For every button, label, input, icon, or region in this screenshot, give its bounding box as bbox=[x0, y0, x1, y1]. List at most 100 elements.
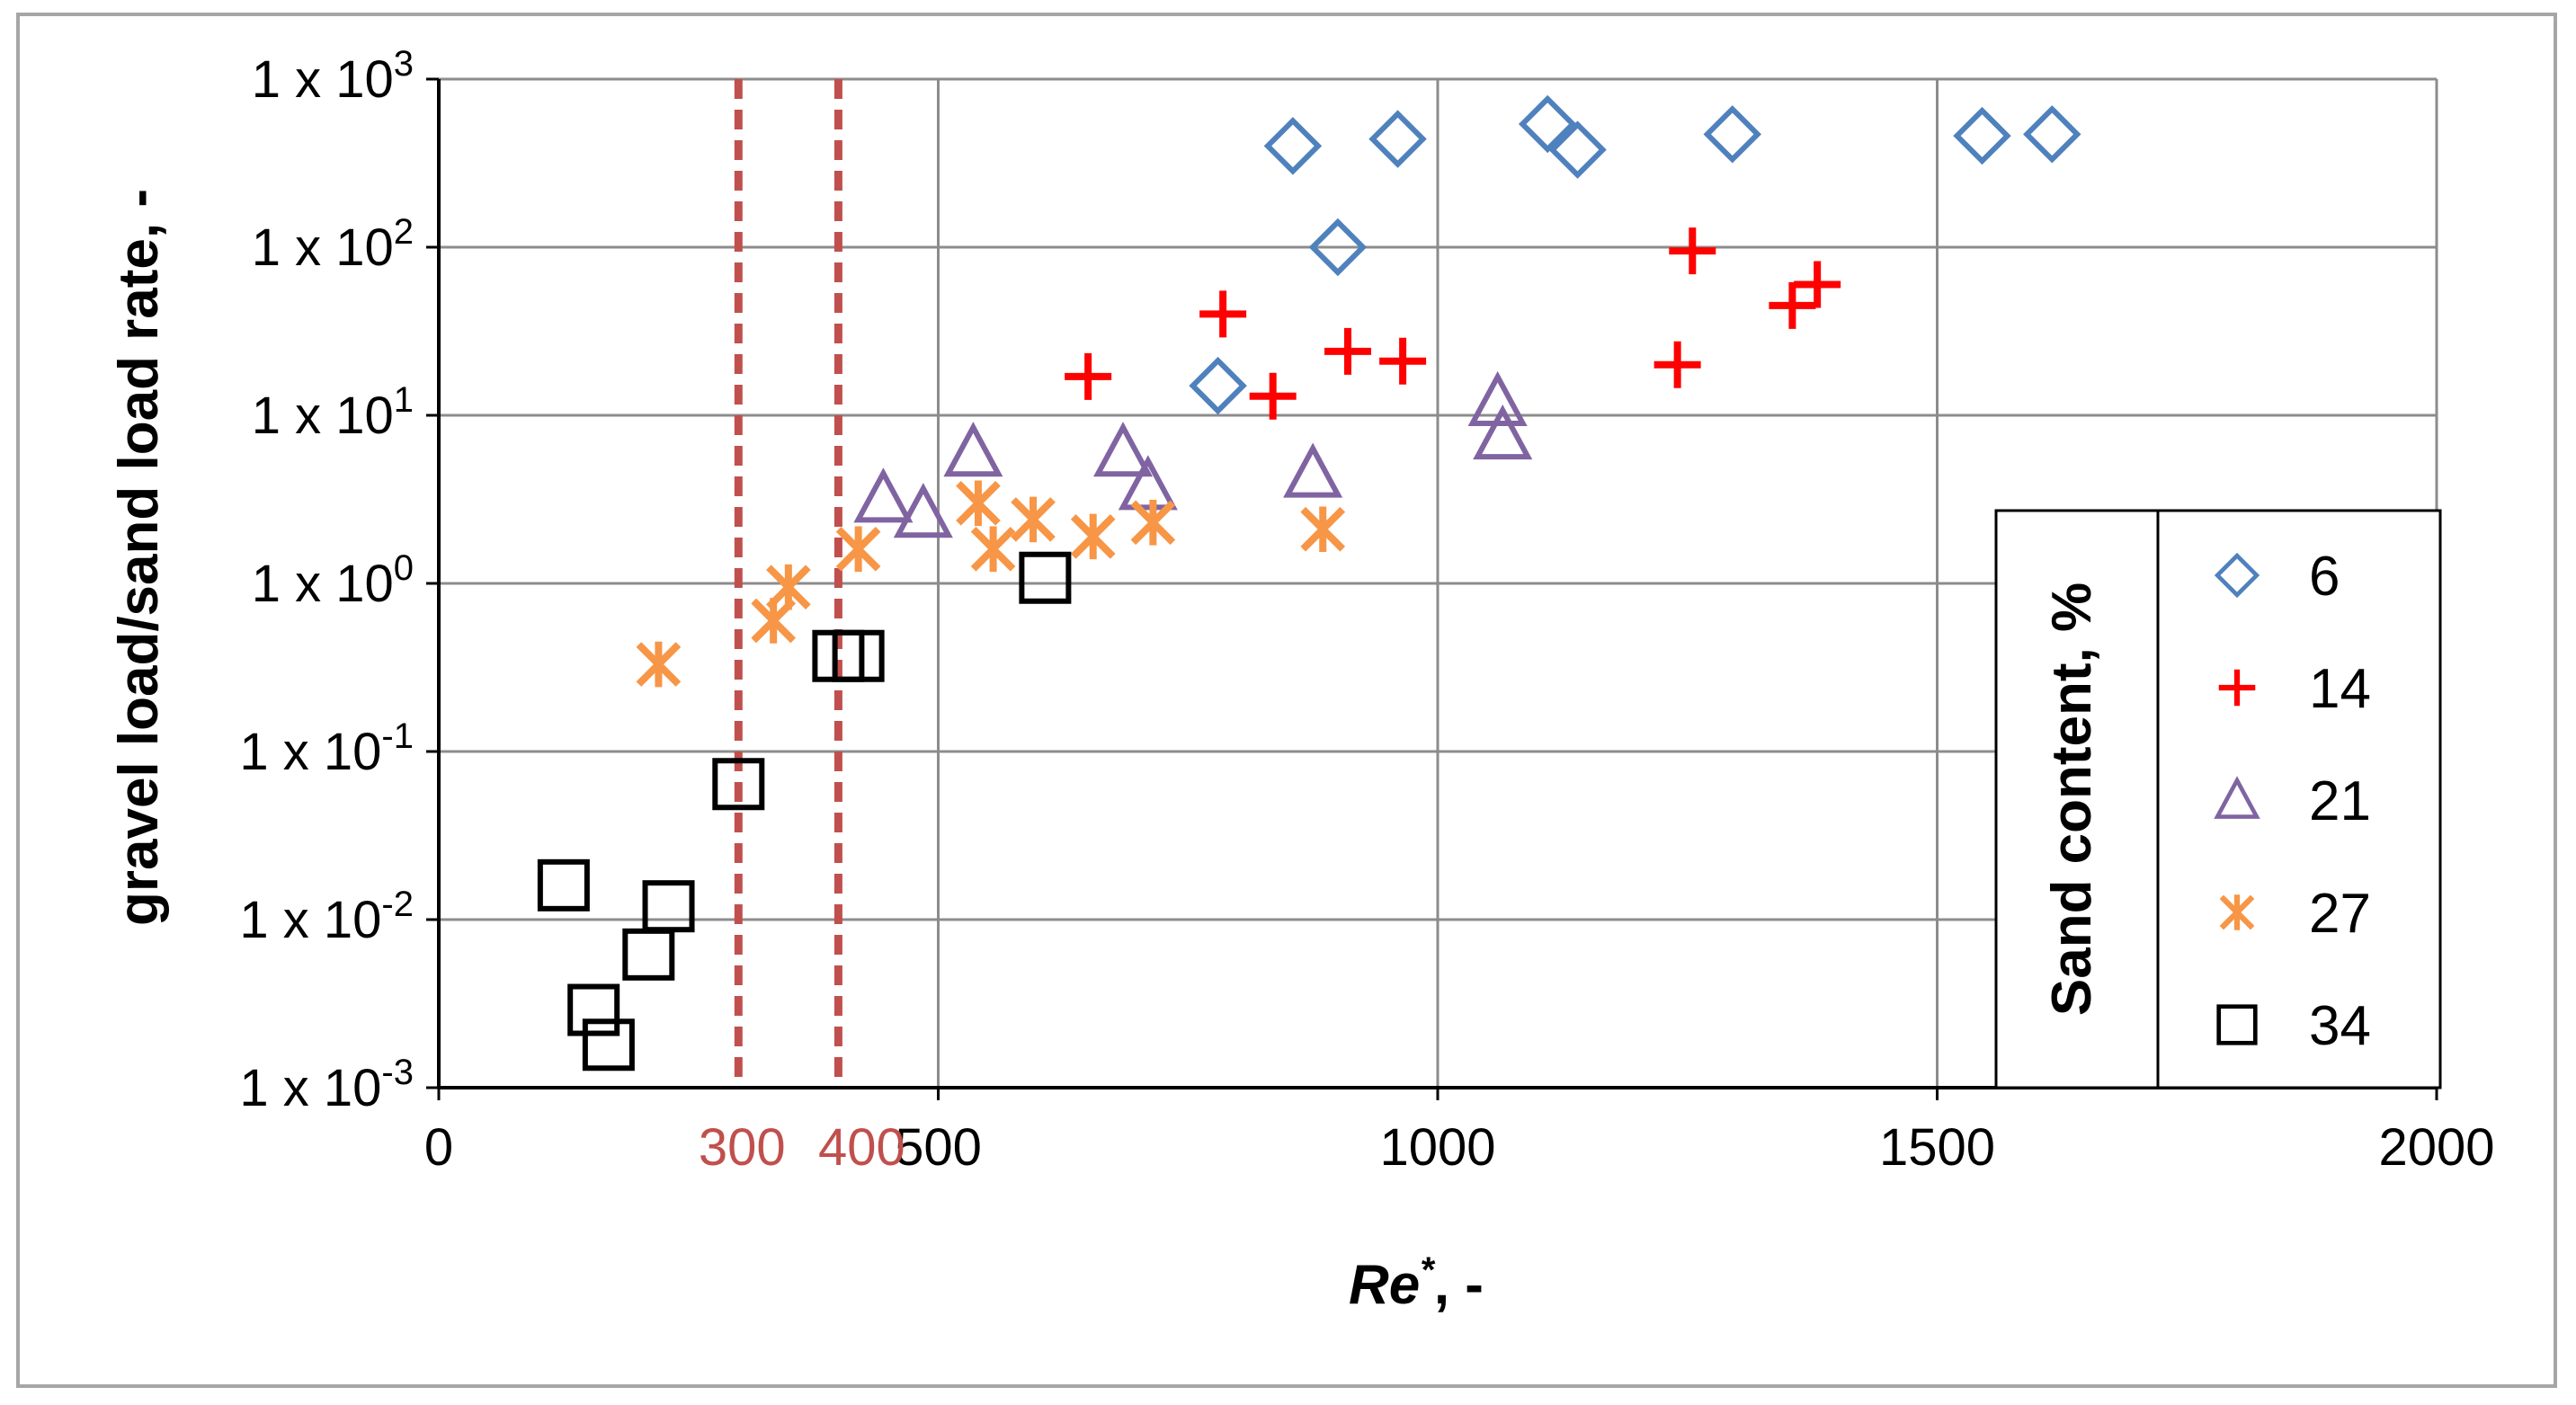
data-point-diamond bbox=[1368, 110, 1427, 168]
data-point-triangle bbox=[853, 467, 914, 523]
marker-shape bbox=[2219, 894, 2255, 930]
reference-line-label: 300 bbox=[699, 1118, 786, 1177]
marker-shape bbox=[1653, 341, 1701, 388]
marker-shape bbox=[1794, 261, 1841, 308]
legend-item: 34 bbox=[2216, 995, 2371, 1057]
marker-shape bbox=[1130, 500, 1176, 546]
data-point-square bbox=[642, 880, 695, 933]
x-tick-label: 2000 bbox=[2378, 1118, 2494, 1177]
y-tick-label: 1 x 10-2 bbox=[239, 885, 414, 949]
data-point-plus bbox=[1669, 227, 1716, 275]
y-tick-label: 1 x 101 bbox=[252, 380, 414, 445]
data-point-square bbox=[712, 758, 765, 811]
data-point-square bbox=[567, 983, 620, 1036]
legend-label: 34 bbox=[2309, 995, 2371, 1057]
marker-shape bbox=[970, 526, 1016, 573]
data-point-diamond bbox=[1518, 94, 1577, 154]
data-point-plus bbox=[1794, 261, 1841, 308]
marker-shape bbox=[1548, 120, 1607, 179]
data-point-diamond bbox=[1953, 106, 2011, 165]
y-tick-label: 1 x 10-3 bbox=[239, 1053, 414, 1117]
data-point-star bbox=[1011, 496, 1056, 543]
x-tick-label: 1500 bbox=[1879, 1118, 1995, 1177]
data-point-plus bbox=[1769, 281, 1816, 329]
marker-shape bbox=[1283, 442, 1343, 498]
legend-marker-triangle bbox=[2214, 776, 2260, 819]
data-point-square bbox=[537, 858, 590, 911]
marker-shape bbox=[567, 983, 620, 1036]
legend-label: 14 bbox=[2309, 658, 2371, 720]
data-point-star bbox=[766, 564, 811, 610]
marker-shape bbox=[832, 629, 885, 682]
marker-shape bbox=[1769, 281, 1816, 329]
data-point-star bbox=[636, 641, 682, 688]
marker-shape bbox=[766, 564, 811, 610]
marker-shape bbox=[1953, 106, 2011, 165]
marker-shape bbox=[956, 480, 1001, 527]
y-tick-label: 1 x 10-1 bbox=[239, 716, 414, 781]
marker-shape bbox=[537, 858, 590, 911]
marker-shape bbox=[636, 641, 682, 688]
marker-shape bbox=[853, 467, 914, 523]
reference-lines bbox=[734, 79, 842, 1088]
legend-item: 6 bbox=[2214, 546, 2340, 608]
data-point-triangle bbox=[1118, 455, 1178, 511]
marker-shape bbox=[1011, 496, 1056, 543]
data-points bbox=[537, 94, 2081, 1072]
marker-shape bbox=[943, 422, 1003, 477]
marker-shape bbox=[1249, 372, 1297, 420]
marker-shape bbox=[582, 1018, 635, 1072]
data-point-square bbox=[1019, 551, 1072, 604]
marker-shape bbox=[1118, 455, 1178, 511]
marker-shape bbox=[1368, 110, 1427, 168]
marker-shape bbox=[1518, 94, 1577, 154]
data-point-diamond bbox=[1703, 105, 1761, 164]
y-tick-label: 1 x 100 bbox=[252, 548, 414, 613]
y-axis-title: gravel load/sand load rate, - bbox=[108, 189, 170, 926]
marker-shape bbox=[1093, 422, 1154, 477]
marker-shape bbox=[2214, 552, 2260, 599]
data-point-diamond bbox=[2023, 105, 2081, 164]
marker-shape bbox=[1473, 404, 1533, 460]
marker-shape bbox=[1308, 218, 1368, 277]
data-point-star bbox=[835, 526, 881, 573]
data-point-triangle bbox=[943, 422, 1003, 477]
data-point-diamond bbox=[1308, 218, 1368, 277]
marker-shape bbox=[1669, 227, 1716, 275]
data-point-plus bbox=[1379, 337, 1427, 385]
marker-shape bbox=[1065, 352, 1112, 400]
y-tick-label: 1 x 103 bbox=[252, 44, 414, 109]
data-point-diamond bbox=[1263, 117, 1323, 175]
legend-label: 6 bbox=[2309, 546, 2340, 608]
data-point-star bbox=[1070, 513, 1116, 560]
marker-shape bbox=[2218, 669, 2256, 707]
x-tick-label: 0 bbox=[424, 1118, 453, 1177]
data-point-square bbox=[832, 629, 885, 682]
legend: Sand content, % 6 14 21 27 34 bbox=[1994, 509, 2442, 1089]
marker-shape bbox=[1263, 117, 1323, 175]
marker-shape bbox=[2023, 105, 2081, 164]
y-tick-label: 1 x 102 bbox=[252, 212, 414, 277]
legend-item: 14 bbox=[2218, 658, 2371, 720]
legend-item: 21 bbox=[2214, 770, 2371, 832]
marker-shape bbox=[1379, 337, 1427, 385]
marker-shape bbox=[1199, 290, 1247, 338]
data-point-star bbox=[1130, 500, 1176, 546]
marker-shape bbox=[1324, 327, 1372, 375]
reference-line-label: 400 bbox=[818, 1118, 905, 1177]
data-point-square bbox=[622, 928, 675, 981]
marker-shape bbox=[1703, 105, 1761, 164]
data-point-plus bbox=[1324, 327, 1372, 375]
marker-shape bbox=[622, 928, 675, 981]
marker-shape bbox=[2216, 1004, 2258, 1045]
tick-labels: 1 x 10-3 1 x 10-2 1 x 10-1 1 x 100 1 x 101 1 … bbox=[239, 44, 2494, 1177]
data-point-square bbox=[582, 1018, 635, 1072]
data-point-triangle bbox=[1093, 422, 1154, 477]
data-point-star bbox=[1300, 506, 1346, 553]
legend-marker-square bbox=[2216, 1004, 2258, 1045]
legend-marker-star bbox=[2219, 894, 2255, 930]
data-point-plus bbox=[1653, 341, 1701, 388]
marker-shape bbox=[1019, 551, 1072, 604]
data-point-plus bbox=[1249, 372, 1297, 420]
